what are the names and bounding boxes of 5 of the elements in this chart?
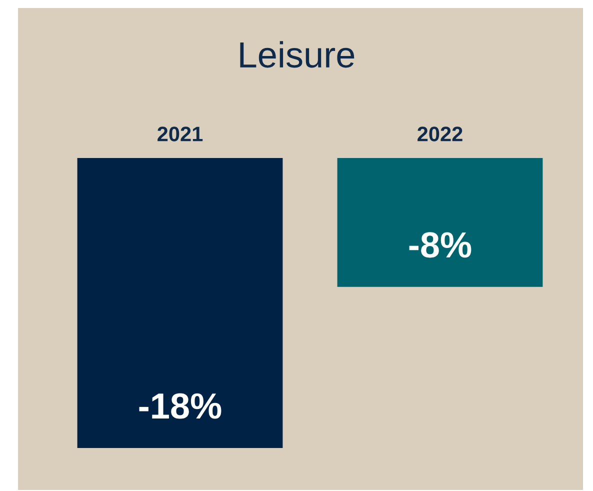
data-label: -18% (139, 393, 222, 419)
chart-title: Leisure (240, 41, 354, 68)
x-tick-label: 2021 (158, 126, 203, 142)
x-tick-label: 2022 (418, 126, 462, 142)
data-label: -8% (409, 232, 472, 258)
